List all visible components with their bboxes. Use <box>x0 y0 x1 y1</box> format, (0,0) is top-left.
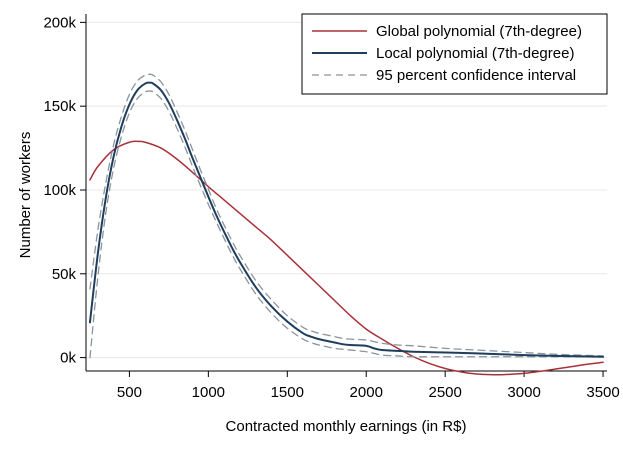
legend: Global polynomial (7th-degree) Local pol… <box>301 13 608 95</box>
x-tick-label-6: 3500 <box>586 384 619 401</box>
legend-label-confidence-interval: 95 percent confidence interval <box>376 67 576 84</box>
y-tick-label-2: 100k <box>43 182 76 199</box>
x-tick-label-0: 500 <box>117 384 142 401</box>
y-tick-label-1: 50k <box>52 266 77 283</box>
series-global-polynomial <box>89 140 604 376</box>
legend-label-global-polynomial: Global polynomial (7th-degree) <box>376 23 582 40</box>
grid-lines <box>86 21 607 359</box>
axes: 0k 50k 100k 150k 200k 500 1000 1500 2000 2500 3000… <box>43 14 620 401</box>
series-ci-lower <box>89 90 604 359</box>
legend-label-local-polynomial: Local polynomial (7th-degree) <box>376 45 574 62</box>
x-tick-label-1: 1000 <box>192 384 225 401</box>
series-lines <box>88 73 605 376</box>
x-tick-label-2: 1500 <box>271 384 304 401</box>
y-tick-label-4: 200k <box>43 14 76 31</box>
series-ci-upper <box>89 73 604 357</box>
x-tick-label-3: 2000 <box>350 384 383 401</box>
x-tick-label-5: 3000 <box>507 384 540 401</box>
y-axis-title: Number of workers <box>17 132 34 259</box>
y-tick-label-0: 0k <box>60 350 76 367</box>
series-local-polynomial <box>88 81 605 358</box>
x-tick-label-4: 2500 <box>428 384 461 401</box>
x-axis-title: Contracted monthly earnings (in R$) <box>226 418 467 435</box>
y-tick-label-3: 150k <box>43 98 76 115</box>
